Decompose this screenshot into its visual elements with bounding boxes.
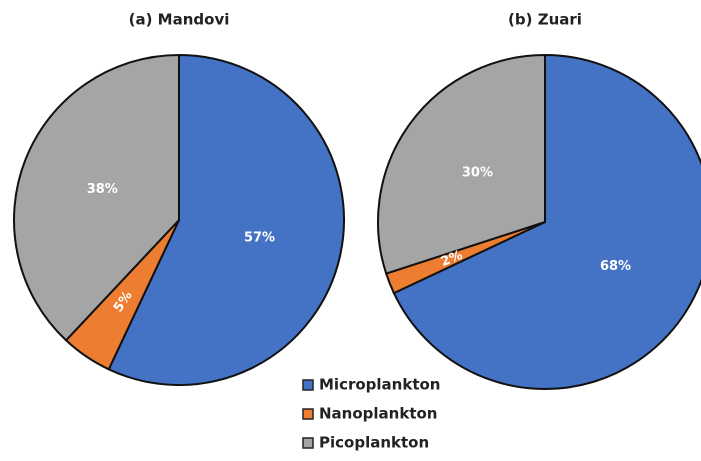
pie-slice [392,53,701,390]
data-label: 68% [600,259,631,274]
pie-slice [107,53,345,386]
chart-title: (b) Zuari [508,11,582,29]
pie-slice [377,53,546,275]
data-label: 30% [462,165,493,180]
legend-swatch [302,379,314,391]
legend-label: Nanoplankton [319,405,437,423]
legend-swatch [302,408,314,420]
legend-swatch [302,437,314,449]
data-label: 57% [244,230,275,245]
data-label: 38% [87,182,118,197]
legend-label: Picoplankton [319,434,429,452]
legend-label: Microplankton [319,376,440,394]
pie-slice [13,53,180,342]
chart-title: (a) Mandovi [129,11,230,29]
